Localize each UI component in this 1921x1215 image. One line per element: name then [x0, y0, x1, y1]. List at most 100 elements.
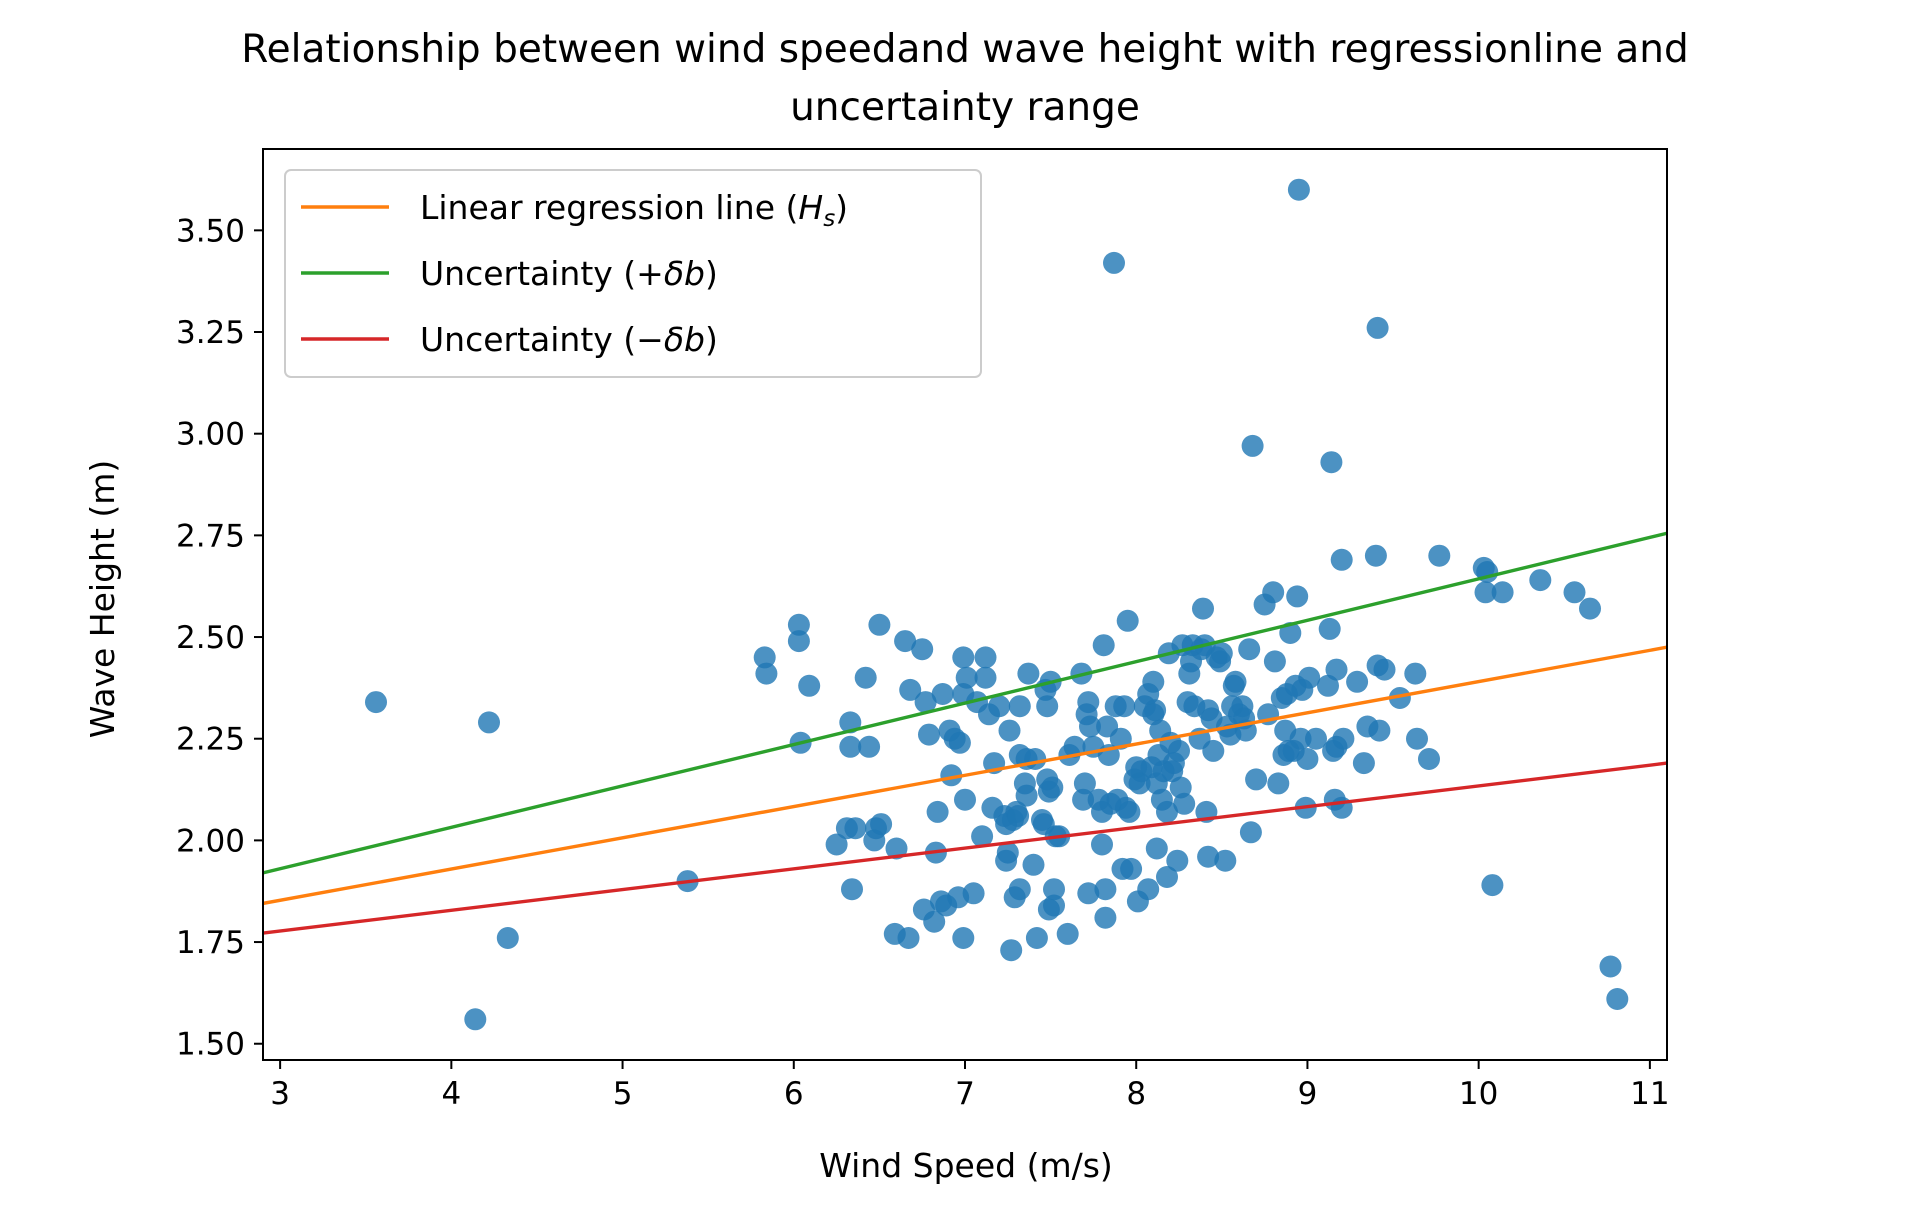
data-point — [1366, 316, 1389, 339]
data-point — [1000, 939, 1023, 962]
data-point — [962, 882, 985, 905]
data-point — [1077, 691, 1100, 714]
upper-uncertainty-line — [263, 531, 1667, 875]
data-point — [753, 646, 776, 669]
data-point — [1245, 768, 1268, 791]
data-point — [1007, 805, 1030, 827]
data-point — [870, 813, 893, 836]
data-point — [1579, 597, 1601, 620]
data-point — [955, 666, 978, 689]
data-point — [1202, 739, 1225, 762]
data-point — [478, 711, 500, 734]
data-point — [1330, 548, 1353, 571]
y-tick-label: 2.50 — [176, 620, 245, 656]
data-point — [1094, 878, 1117, 901]
legend: Linear regression line (Hs) Uncertainty (… — [284, 169, 982, 378]
data-point — [894, 630, 917, 653]
lower-uncertainty-line — [263, 761, 1667, 935]
data-point — [1262, 581, 1285, 604]
data-point — [1298, 666, 1321, 689]
x-tick-label: 4 — [441, 1076, 461, 1112]
data-point — [1599, 955, 1622, 978]
data-point — [1091, 833, 1113, 856]
data-point — [825, 833, 848, 856]
data-point — [1063, 735, 1086, 758]
x-tick-label: 3 — [270, 1076, 290, 1112]
x-tick-label: 6 — [784, 1076, 804, 1112]
data-point — [971, 825, 994, 848]
data-point — [1116, 609, 1139, 632]
data-point — [1332, 727, 1355, 750]
data-point — [1406, 727, 1428, 750]
data-point — [755, 662, 778, 685]
x-tick-label: 7 — [955, 1076, 975, 1112]
data-point — [1015, 784, 1038, 807]
y-tick-label: 2.75 — [176, 518, 245, 554]
data-point — [1137, 878, 1160, 901]
data-point — [1197, 845, 1220, 868]
data-point — [1325, 658, 1348, 681]
data-point — [1056, 922, 1079, 945]
data-point — [854, 666, 877, 689]
legend-box — [284, 169, 982, 378]
data-point — [1317, 674, 1339, 697]
data-point — [1267, 772, 1290, 795]
data-point — [1079, 715, 1101, 738]
data-point — [1142, 670, 1165, 693]
data-point — [1077, 882, 1100, 905]
data-point — [914, 691, 937, 714]
data-point — [974, 646, 997, 669]
legend-label: Linear regression line (Hs) — [420, 188, 848, 232]
data-point — [1024, 748, 1047, 770]
data-point — [1263, 650, 1286, 673]
data-point — [988, 695, 1011, 718]
data-point — [911, 638, 934, 661]
data-point — [952, 927, 975, 949]
data-point — [1388, 687, 1411, 709]
data-point — [1481, 874, 1504, 897]
data-point — [844, 817, 867, 840]
data-point — [885, 837, 908, 860]
data-point — [1224, 670, 1247, 693]
data-point — [1368, 719, 1391, 742]
data-point — [1043, 878, 1065, 901]
data-point — [952, 646, 975, 669]
y-tick-label: 1.50 — [176, 1027, 245, 1063]
data-point — [1008, 695, 1031, 718]
data-point — [1168, 739, 1190, 762]
data-point — [464, 1008, 487, 1031]
data-point — [1073, 772, 1096, 795]
data-point — [365, 691, 387, 714]
chart-title-line-1: Relationship between wind speedand wave … — [241, 27, 1688, 72]
x-tick-label: 5 — [613, 1076, 633, 1112]
data-point — [1373, 658, 1396, 681]
data-point — [1563, 581, 1586, 604]
regression-line — [263, 645, 1667, 906]
data-point — [787, 613, 810, 636]
data-point — [1238, 638, 1261, 661]
data-point — [1118, 800, 1141, 823]
data-point — [1239, 821, 1262, 844]
y-tick-label: 2.25 — [176, 722, 245, 758]
data-point — [1529, 569, 1552, 592]
data-point — [1156, 866, 1178, 888]
data-point — [1210, 642, 1233, 665]
data-point — [1008, 878, 1031, 901]
axes: 3 4 5 6 7 8 9 10 11 1.50 1.75 2.00 2.25 2.50 2.75 3.00 3… — [176, 148, 1670, 1112]
data-point — [496, 927, 519, 949]
data-point — [1320, 451, 1343, 474]
data-point — [841, 878, 863, 901]
data-point — [868, 613, 891, 636]
data-point — [1094, 906, 1117, 929]
data-point — [1156, 800, 1178, 823]
data-point — [940, 764, 963, 787]
data-point — [1352, 752, 1375, 775]
data-point — [1346, 670, 1369, 693]
data-point — [858, 735, 881, 758]
data-point — [1072, 788, 1095, 811]
y-tick-label: 3.50 — [176, 213, 245, 249]
data-point — [1166, 849, 1189, 872]
x-tick-label: 8 — [1126, 1076, 1146, 1112]
